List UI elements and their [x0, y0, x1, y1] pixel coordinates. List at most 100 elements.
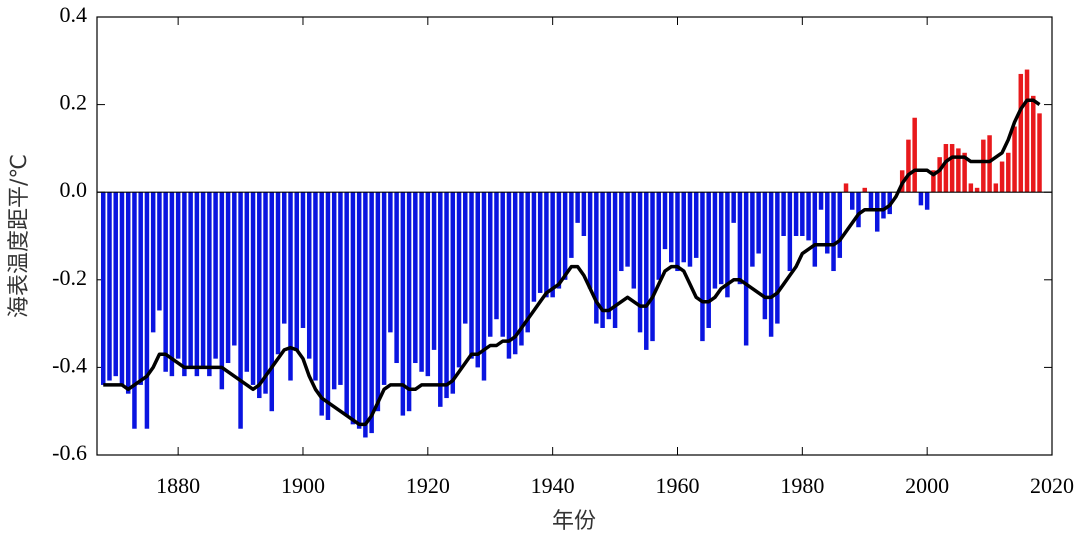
bar	[138, 192, 143, 385]
bar	[238, 192, 243, 429]
bar	[1006, 152, 1011, 193]
bar	[463, 192, 468, 324]
bar	[163, 192, 168, 372]
bar	[500, 192, 505, 337]
smoothed-line	[103, 98, 1041, 427]
bar	[856, 192, 861, 228]
bar	[369, 192, 374, 434]
plot-frame	[96, 16, 1053, 456]
bar	[656, 192, 662, 280]
bar	[157, 192, 162, 311]
bar	[606, 192, 612, 320]
bar	[300, 192, 306, 328]
bar	[562, 192, 568, 280]
bar	[219, 192, 225, 390]
x-tick-label: 1960	[655, 473, 699, 498]
bar	[949, 144, 955, 193]
bar	[831, 192, 836, 272]
x-tick-label: 2000	[905, 473, 949, 498]
bar	[413, 192, 418, 364]
bar	[843, 183, 849, 193]
bar	[438, 192, 443, 407]
bar	[768, 192, 774, 337]
bar	[294, 192, 299, 350]
bar	[194, 192, 200, 377]
bar	[182, 192, 187, 377]
bar	[650, 192, 655, 342]
bar	[400, 192, 406, 416]
bar	[731, 192, 736, 223]
bar	[1024, 69, 1030, 193]
bar	[1018, 73, 1024, 193]
bar	[282, 192, 287, 324]
bar	[1037, 113, 1042, 193]
bar	[775, 192, 780, 324]
bar	[687, 192, 693, 267]
bar	[818, 192, 824, 210]
bar	[506, 192, 512, 359]
bar	[700, 192, 705, 342]
bar	[344, 192, 349, 416]
bar	[263, 192, 268, 394]
bar	[200, 192, 206, 368]
bar	[725, 192, 730, 298]
bar	[419, 192, 424, 372]
bar	[269, 192, 275, 412]
bar	[612, 192, 618, 328]
bar	[575, 192, 580, 223]
bar	[1031, 95, 1036, 193]
bar	[812, 192, 818, 267]
bar	[569, 192, 574, 258]
bar	[993, 183, 999, 193]
bar	[356, 192, 362, 429]
bar	[456, 192, 462, 368]
y-tick-label: 0.0	[60, 177, 88, 202]
bar	[743, 192, 749, 346]
bar	[681, 192, 686, 263]
bar	[475, 192, 480, 368]
bar	[444, 192, 449, 399]
bar	[862, 187, 867, 193]
bar	[232, 192, 237, 346]
bar	[338, 192, 343, 385]
bar	[625, 192, 630, 267]
bar	[619, 192, 624, 272]
bar	[806, 192, 811, 241]
bar	[669, 192, 674, 263]
bar	[107, 192, 112, 381]
bar	[244, 192, 250, 372]
bar	[881, 192, 886, 219]
bar	[169, 192, 175, 377]
bar	[850, 192, 855, 210]
bar	[313, 192, 318, 381]
bar	[381, 192, 387, 385]
bar	[525, 192, 530, 333]
bar	[793, 192, 799, 236]
bar	[319, 192, 324, 416]
bar	[481, 192, 487, 381]
bar	[924, 192, 930, 210]
bar	[431, 192, 437, 350]
bar	[225, 192, 231, 364]
bar	[937, 157, 942, 193]
y-tick-label: 0.4	[60, 2, 88, 27]
bar	[587, 192, 593, 289]
bar	[999, 161, 1005, 193]
bar	[756, 192, 761, 254]
y-tick-label: -0.6	[52, 440, 87, 465]
bar	[394, 192, 399, 364]
bar	[800, 192, 805, 236]
bar	[531, 192, 537, 302]
x-tick-label: 1940	[531, 473, 575, 498]
y-axis-label: 海表温度距平/℃	[7, 154, 32, 318]
bar	[487, 192, 493, 337]
bar	[644, 192, 649, 350]
bar	[288, 192, 293, 381]
bar	[868, 192, 874, 210]
bar	[175, 192, 181, 359]
bar	[906, 139, 911, 193]
bar	[968, 183, 974, 193]
y-tick-label: -0.4	[52, 352, 87, 377]
x-tick-label: 2020	[1030, 473, 1074, 498]
